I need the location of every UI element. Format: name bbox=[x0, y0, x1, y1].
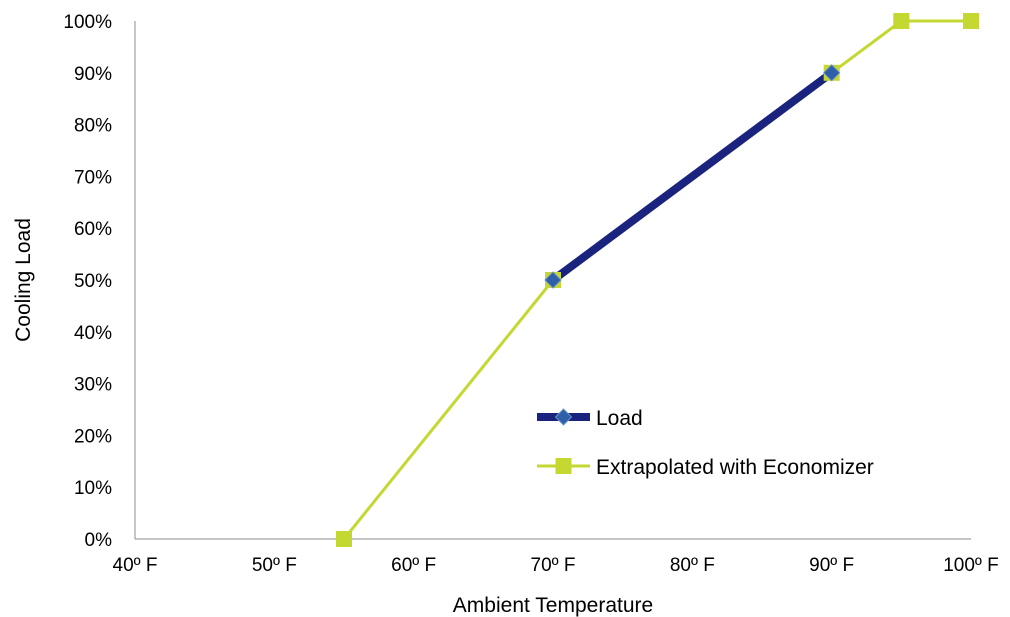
y-tick-labels: 0% 10% 20% 30% 40% 50% 60% 70% 80% 90% 100% bbox=[63, 12, 112, 551]
x-tick-label: 40º F bbox=[113, 555, 158, 576]
series-line-load bbox=[550, 69, 835, 284]
y-tick-label: 60% bbox=[74, 219, 112, 240]
y-tick-label: 100% bbox=[63, 12, 112, 33]
y-tick-label: 10% bbox=[74, 478, 112, 499]
y-tick-label: 50% bbox=[74, 271, 112, 292]
legend: Load Extrapolated with Economizer bbox=[537, 407, 874, 479]
y-tick-label: 90% bbox=[74, 64, 112, 85]
y-tick-label: 70% bbox=[74, 167, 112, 188]
x-tick-labels: 40º F 50º F 60º F 70º F 80º F 90º F 100º F bbox=[113, 555, 999, 576]
y-tick-label: 80% bbox=[74, 116, 112, 137]
data-point-load bbox=[544, 271, 562, 289]
x-tick-label: 50º F bbox=[252, 555, 297, 576]
x-tick-label: 60º F bbox=[391, 555, 436, 576]
data-point-extrapolated bbox=[336, 531, 352, 547]
legend-label: Extrapolated with Economizer bbox=[596, 456, 874, 479]
y-tick-label: 30% bbox=[74, 375, 112, 396]
x-tick-label: 70º F bbox=[531, 555, 576, 576]
legend-label: Load bbox=[596, 407, 643, 430]
axes bbox=[134, 21, 971, 540]
y-tick-label: 40% bbox=[74, 323, 112, 344]
y-tick-label: 0% bbox=[85, 530, 113, 551]
legend-marker-square bbox=[555, 458, 572, 474]
x-axis-title: Ambient Temperature bbox=[453, 594, 653, 617]
x-tick-label: 80º F bbox=[670, 555, 715, 576]
data-point-extrapolated bbox=[963, 13, 979, 29]
x-tick-label: 90º F bbox=[809, 555, 854, 576]
series-markers bbox=[336, 13, 979, 547]
y-axis-title: Cooling Load bbox=[12, 218, 35, 342]
data-point-load bbox=[822, 64, 841, 82]
data-point-extrapolated bbox=[893, 13, 910, 29]
x-tick-label: 100º F bbox=[943, 555, 999, 576]
legend-marker-diamond bbox=[554, 408, 573, 426]
y-tick-label: 20% bbox=[74, 426, 112, 447]
